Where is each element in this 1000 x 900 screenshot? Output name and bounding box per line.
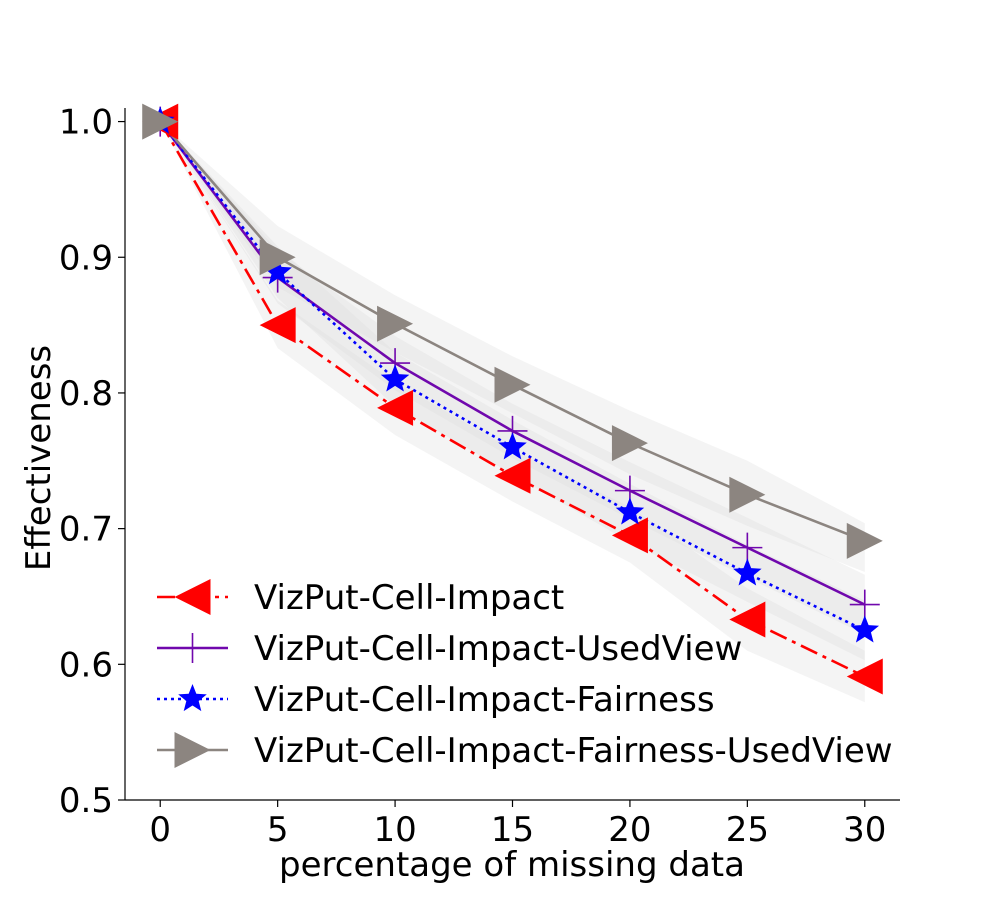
marker-series-2-point-7 xyxy=(849,589,880,620)
marker-series-4-point-2 xyxy=(259,239,296,276)
marker-series-1-point-4 xyxy=(494,457,531,494)
legend-label-3: VizPut-Cell-Impact-Fairness xyxy=(254,680,715,720)
legend-label-2: VizPut-Cell-Impact-UsedView xyxy=(254,629,742,669)
marker-series-1-point-7 xyxy=(846,658,883,695)
y-tick-label-2: 0.6 xyxy=(59,645,113,685)
marker-series-4-point-4 xyxy=(494,366,531,403)
x-tick-label-4: 15 xyxy=(491,810,534,850)
series-markers xyxy=(142,103,883,695)
band-series-4 xyxy=(160,121,865,573)
y-tick-label-1: 0.5 xyxy=(59,781,113,821)
confidence-bands xyxy=(160,121,865,703)
legend-label-4: VizPut-Cell-Impact-Fairness-UsedView xyxy=(254,731,893,771)
x-tick-label-3: 10 xyxy=(373,810,416,850)
x-tick-label-7: 30 xyxy=(843,810,886,850)
marker-series-3-point-4 xyxy=(498,432,527,460)
marker-series-3-point-7 xyxy=(850,615,880,643)
legend-marker-3 xyxy=(178,684,207,712)
marker-series-4-point-1 xyxy=(142,103,179,140)
marker-series-3-point-3 xyxy=(380,364,410,392)
legend-marker-4 xyxy=(174,732,211,768)
axes: 0 5 10 15 20 25 30 0.5 0.6 0.7 0.8 0.9 1.0 xyxy=(59,103,900,850)
band-series-2 xyxy=(160,121,865,635)
marker-series-4-point-3 xyxy=(377,305,414,342)
marker-series-1-point-3 xyxy=(377,389,414,426)
marker-series-4-point-7 xyxy=(846,522,883,559)
x-tick-label-5: 20 xyxy=(608,810,651,850)
x-tick-label-1: 0 xyxy=(149,810,171,850)
band-series-1 xyxy=(160,121,865,703)
y-tick-label-4: 0.8 xyxy=(59,374,113,414)
legend: VizPut-Cell-Impact VizPut-Cell-Impact-Use… xyxy=(157,578,893,771)
legend-label-1: VizPut-Cell-Impact xyxy=(254,578,564,618)
marker-series-1-point-6 xyxy=(729,601,766,638)
marker-series-2-point-6 xyxy=(732,532,763,563)
marker-series-4-point-6 xyxy=(729,476,766,513)
y-tick-label-3: 0.7 xyxy=(59,510,113,550)
y-axis-label: Effectiveness xyxy=(19,345,59,571)
y-tick-label-5: 0.9 xyxy=(59,238,113,278)
y-tick-label-6: 1.0 xyxy=(59,103,113,143)
marker-series-3-point-5 xyxy=(615,497,645,525)
marker-series-1-point-5 xyxy=(611,517,648,554)
legend-marker-1 xyxy=(174,579,211,615)
legend-marker-2 xyxy=(177,633,208,663)
x-axis-label: percentage of missing data xyxy=(279,845,745,885)
marker-series-3-point-2 xyxy=(263,257,292,285)
marker-series-3-point-6 xyxy=(733,558,762,586)
x-tick-label-2: 5 xyxy=(267,810,289,850)
x-tick-label-6: 25 xyxy=(726,810,769,850)
band-series-3 xyxy=(160,121,865,661)
marker-series-1-point-2 xyxy=(259,307,296,344)
marker-series-4-point-5 xyxy=(611,425,648,462)
